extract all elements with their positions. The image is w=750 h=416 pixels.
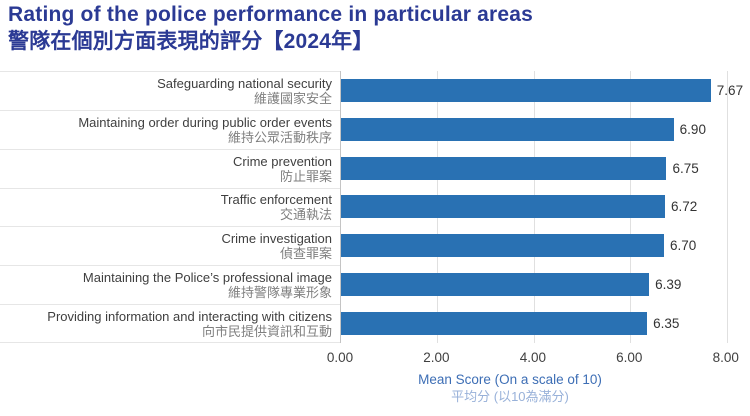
bar — [341, 117, 674, 141]
category-label: Traffic enforcement 交通執法 — [0, 187, 340, 227]
category-label: Safeguarding national security 維護國家安全 — [0, 71, 340, 110]
x-axis-title-zh: 平均分 (以10為滿分) — [451, 389, 569, 404]
category-label-en: Traffic enforcement — [220, 192, 332, 208]
bar-row: 6.75 — [341, 149, 750, 188]
bar — [341, 273, 650, 297]
bar-row: 6.35 — [341, 304, 750, 343]
category-label: Providing information and interacting wi… — [0, 304, 340, 343]
category-label: Maintaining order during public order ev… — [0, 109, 340, 149]
chart-title: Rating of the police performance in part… — [8, 1, 533, 55]
x-tick: 8.00 — [712, 350, 739, 365]
category-label: Crime prevention 防止罪案 — [0, 148, 340, 188]
category-label-en: Crime prevention — [233, 153, 332, 169]
value-label: 7.67 — [716, 82, 744, 98]
bar-row: 6.39 — [341, 265, 750, 304]
chart-title-en: Rating of the police performance in part… — [8, 3, 534, 26]
gridline — [726, 71, 728, 343]
category-label-zh: 維持警隊專業形象 — [227, 285, 332, 301]
value-label: 6.70 — [670, 238, 697, 254]
x-tick: 2.00 — [423, 350, 450, 365]
x-axis-title-en: Mean Score (On a scale of 10) — [418, 372, 602, 387]
category-label: Maintaining the Police’s professional im… — [0, 265, 340, 304]
value-label: 6.90 — [679, 121, 706, 137]
bar — [341, 234, 665, 258]
x-tick: 0.00 — [326, 350, 354, 365]
bar-row: 7.67 — [341, 71, 750, 110]
plot-area: 7.67 6.90 6.75 6.72 6.70 6.39 6.35 — [340, 71, 750, 343]
category-label-en: Maintaining the Police’s professional im… — [82, 270, 332, 286]
category-label-zh: 維護國家安全 — [253, 90, 332, 106]
category-label-en: Crime investigation — [221, 231, 332, 247]
category-label-en: Safeguarding national security — [157, 75, 332, 91]
category-axis: Safeguarding national security 維護國家安全 Main… — [0, 71, 340, 343]
value-label: 6.75 — [672, 160, 699, 176]
x-axis-title: Mean Score (On a scale of 10) 平均分 (以10為滿… — [418, 371, 602, 405]
category-label-zh: 偵查罪案 — [279, 246, 332, 262]
category-label-zh: 維持公眾活動秩序 — [227, 129, 332, 145]
bar — [341, 78, 711, 102]
value-label: 6.72 — [671, 199, 698, 215]
bar-row: 6.90 — [341, 110, 750, 149]
bar-row: 6.72 — [341, 188, 750, 227]
bar-row: 6.70 — [341, 226, 750, 265]
value-label: 6.35 — [653, 315, 680, 331]
category-label: Crime investigation 偵查罪案 — [0, 226, 340, 265]
chart-title-zh: 警隊在個別方面表現的評分【2024年】 — [8, 30, 374, 53]
bar — [341, 195, 665, 219]
category-label-en: Providing information and interacting wi… — [47, 308, 332, 324]
x-tick: 6.00 — [616, 350, 643, 365]
x-tick: 4.00 — [519, 350, 546, 365]
value-label: 6.39 — [655, 277, 682, 293]
category-label-zh: 交通執法 — [279, 207, 332, 223]
bar-chart: Safeguarding national security 維護國家安全 Main… — [0, 71, 750, 344]
bar — [341, 311, 648, 335]
category-label-zh: 向市民提供資訊和互動 — [201, 323, 332, 339]
bar — [341, 156, 667, 180]
x-axis-ticks: 0.00 2.00 4.00 6.00 8.00 — [0, 350, 750, 366]
category-label-en: Maintaining order during public order ev… — [78, 114, 332, 130]
category-label-zh: 防止罪案 — [279, 168, 332, 184]
